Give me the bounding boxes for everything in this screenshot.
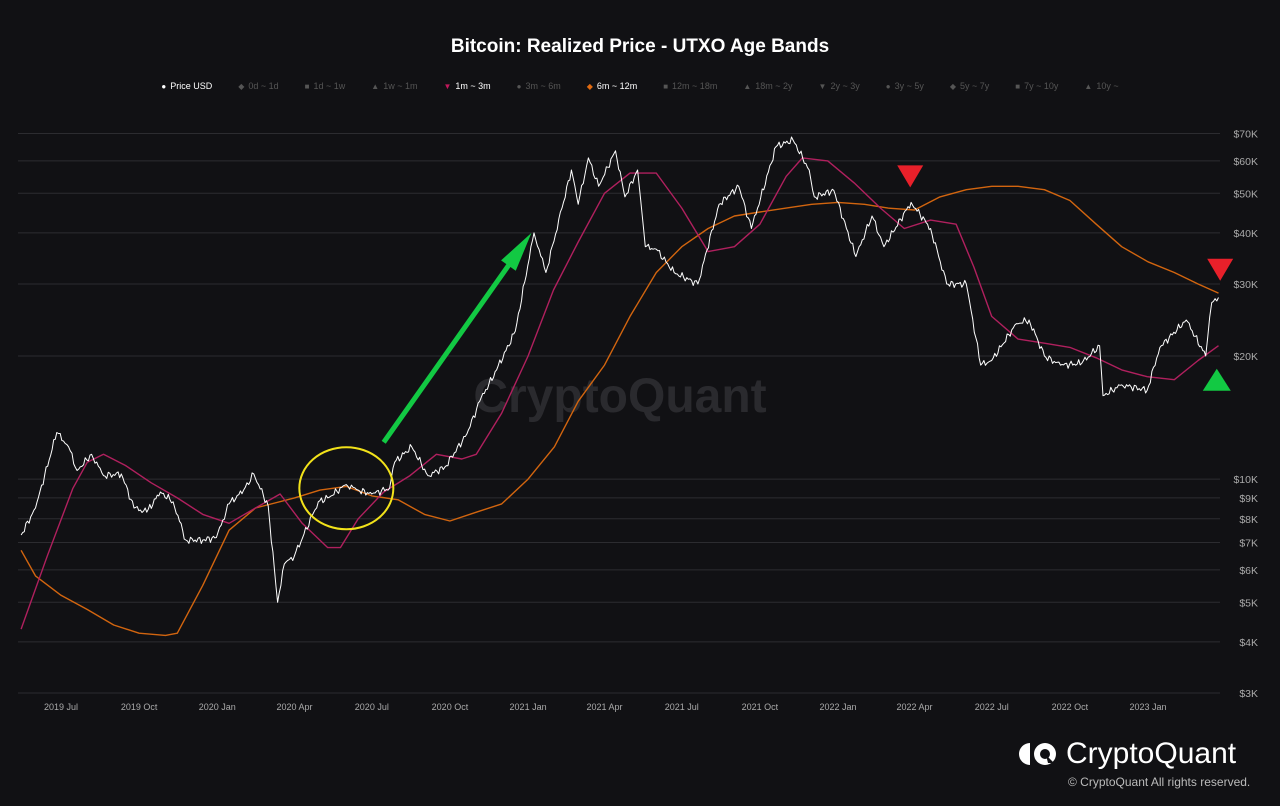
- x-tick-label: 2021 Jan: [510, 702, 547, 712]
- legend-label: 1m ~ 3m: [455, 81, 491, 91]
- legend-item-7y-10y[interactable]: ■ 7y ~ 10y: [1015, 81, 1058, 91]
- x-tick-label: 2021 Jul: [665, 702, 699, 712]
- legend-item-0d-1d[interactable]: ◆ 0d ~ 1d: [238, 81, 278, 91]
- legend-item-6m-12m[interactable]: ◆ 6m ~ 12m: [587, 81, 637, 91]
- legend-label: 3m ~ 6m: [525, 81, 561, 91]
- legend-symbol-icon: ■: [1015, 81, 1021, 91]
- legend-item-18m-2y[interactable]: ▲ 18m ~ 2y: [743, 81, 792, 91]
- legend-label: 1d ~ 1w: [313, 81, 346, 91]
- x-tick-label: 2022 Oct: [1052, 702, 1089, 712]
- legend-symbol-icon: ▲: [371, 81, 380, 91]
- x-tick-label: 2020 Apr: [277, 702, 313, 712]
- legend-item-2y-3y[interactable]: ▼ 2y ~ 3y: [819, 81, 860, 91]
- brand-name: CryptoQuant: [1066, 737, 1237, 770]
- x-tick-label: 2021 Apr: [586, 702, 622, 712]
- legend-item-5y-7y[interactable]: ◆ 5y ~ 7y: [950, 81, 989, 91]
- legend-symbol-icon: ◆: [586, 81, 593, 91]
- legend-label: 18m ~ 2y: [755, 81, 793, 91]
- y-tick-label: $8K: [1239, 514, 1258, 526]
- x-tick-label: 2020 Jul: [355, 702, 389, 712]
- legend-item-12m-18m[interactable]: ■ 12m ~ 18m: [663, 81, 717, 91]
- y-tick-label: $6K: [1239, 565, 1258, 577]
- series-line-price-usd: [20, 136, 1219, 603]
- y-tick-label: $30K: [1233, 279, 1258, 291]
- x-tick-label: 2021 Oct: [742, 702, 779, 712]
- legend-label: 1w ~ 1m: [383, 81, 418, 91]
- legend-symbol-icon: ▼: [818, 81, 827, 91]
- legend-label: 10y ~: [1096, 81, 1119, 91]
- copyright: © CryptoQuant All rights reserved.: [1068, 775, 1251, 789]
- legend-item-10y-[interactable]: ▲ 10y ~: [1084, 81, 1118, 91]
- watermark: CryptoQuant: [473, 370, 766, 423]
- legend-symbol-icon: ◆: [238, 81, 245, 91]
- x-tick-label: 2019 Oct: [121, 702, 158, 712]
- legend: ● Price USD ◆ 0d ~ 1d ■ 1d ~ 1w ▲ 1w ~ 1m ▼ 1m ~ …: [0, 81, 1280, 91]
- legend-label: 0d ~ 1d: [248, 81, 279, 91]
- legend-item-1w-1m[interactable]: ▲ 1w ~ 1m: [371, 81, 417, 91]
- x-tick-label: 2022 Jan: [820, 702, 857, 712]
- legend-label: 12m ~ 18m: [672, 81, 718, 91]
- legend-symbol-icon: ▼: [443, 81, 452, 91]
- x-tick-label: 2020 Oct: [432, 702, 469, 712]
- green-up-triangle-marker: [1202, 368, 1231, 391]
- series-line-1m-3m: [20, 157, 1219, 630]
- legend-symbol-icon: ▲: [1084, 81, 1093, 91]
- legend-label: 6m ~ 12m: [596, 81, 638, 91]
- y-tick-label: $10K: [1233, 474, 1258, 486]
- brand-logo: CryptoQuant: [1018, 737, 1236, 771]
- legend-item-1m-3m[interactable]: ▼ 1m ~ 3m: [443, 81, 490, 91]
- red-down-triangle-marker: [897, 165, 924, 188]
- y-tick-label: $4K: [1239, 637, 1258, 649]
- legend-symbol-icon: ●: [885, 81, 891, 91]
- legend-label: 3y ~ 5y: [894, 81, 924, 91]
- yellow-highlight-circle: [298, 446, 395, 531]
- legend-item-3m-6m[interactable]: ● 3m ~ 6m: [517, 81, 561, 91]
- x-tick-label: 2022 Jul: [975, 702, 1009, 712]
- legend-symbol-icon: ■: [663, 81, 669, 91]
- legend-symbol-icon: ●: [516, 81, 522, 91]
- y-tick-label: $60K: [1233, 156, 1258, 168]
- green-arrow: [381, 232, 532, 444]
- y-tick-label: $50K: [1233, 188, 1258, 200]
- legend-label: 2y ~ 3y: [830, 81, 860, 91]
- red-down-triangle-marker: [1207, 258, 1234, 281]
- y-tick-label: $5K: [1239, 597, 1258, 609]
- legend-item-3y-5y[interactable]: ● 3y ~ 5y: [886, 81, 924, 91]
- legend-label: 7y ~ 10y: [1024, 81, 1059, 91]
- cryptoquant-logo-icon: [1019, 743, 1056, 765]
- y-tick-label: $3K: [1239, 688, 1258, 700]
- legend-label: Price USD: [170, 81, 213, 91]
- chart-title: Bitcoin: Realized Price - UTXO Age Bands: [450, 36, 830, 57]
- x-tick-label: 2019 Jul: [44, 702, 78, 712]
- legend-item-price-usd[interactable]: ● Price USD: [161, 81, 212, 91]
- legend-label: 5y ~ 7y: [960, 81, 990, 91]
- y-tick-label: $9K: [1239, 493, 1258, 505]
- legend-item-1d-1w[interactable]: ■ 1d ~ 1w: [305, 81, 346, 91]
- x-tick-label: 2023 Jan: [1129, 702, 1166, 712]
- series-line-6m-12m: [20, 185, 1219, 637]
- y-tick-label: $40K: [1233, 228, 1258, 240]
- x-tick-label: 2020 Jan: [199, 702, 236, 712]
- y-tick-label: $7K: [1239, 537, 1258, 549]
- y-tick-label: $70K: [1233, 128, 1258, 140]
- legend-symbol-icon: ▲: [743, 81, 752, 91]
- y-tick-label: $20K: [1233, 351, 1258, 363]
- legend-symbol-icon: ■: [304, 81, 310, 91]
- legend-symbol-icon: ◆: [949, 81, 957, 91]
- x-tick-label: 2022 Apr: [896, 702, 932, 712]
- legend-symbol-icon: ●: [161, 81, 167, 91]
